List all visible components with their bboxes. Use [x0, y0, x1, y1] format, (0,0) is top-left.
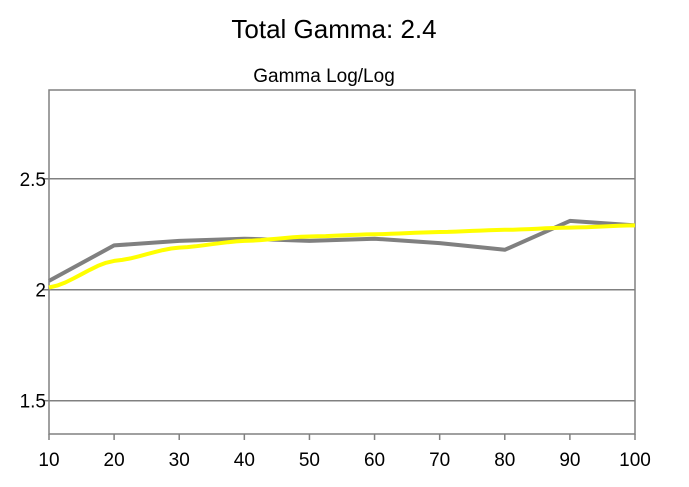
measured-gamma-line — [48, 218, 636, 283]
y-axis-ticks: 1.5 2 2.5 — [20, 170, 49, 413]
chart-subtitle: Gamma Log/Log — [253, 66, 395, 87]
chart-main-title: Total Gamma: 2.4 — [231, 14, 436, 44]
x-tick-label: 70 — [429, 450, 450, 471]
y-tick-label: 2.5 — [20, 170, 46, 191]
x-tick-label: 50 — [299, 450, 320, 471]
x-tick-label: 90 — [559, 450, 580, 471]
y-tick-label: 1.5 — [20, 392, 46, 413]
grid-lines — [49, 178, 635, 402]
series-lines — [48, 218, 636, 290]
x-tick-label: 20 — [104, 450, 125, 471]
target-gamma-line — [48, 223, 636, 290]
x-tick-label: 10 — [38, 450, 59, 471]
x-axis-ticks: 10 20 30 40 50 60 70 80 90 100 — [38, 434, 651, 471]
x-tick-label: 100 — [619, 450, 651, 471]
x-tick-label: 40 — [234, 450, 255, 471]
x-tick-label: 30 — [169, 450, 190, 471]
y-tick-label: 2 — [35, 281, 46, 302]
plot-area-frame — [48, 89, 636, 435]
x-tick-label: 80 — [494, 450, 515, 471]
x-tick-label: 60 — [364, 450, 385, 471]
